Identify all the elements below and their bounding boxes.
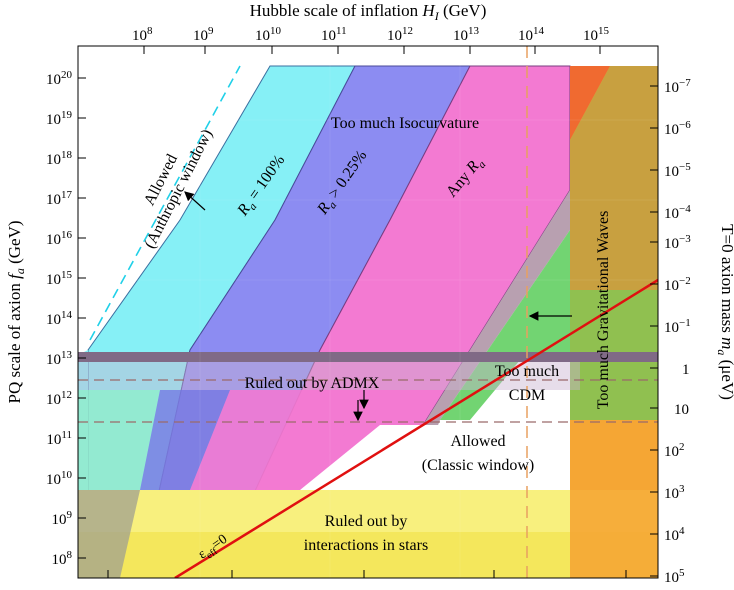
right-tick-m1: 10−1 bbox=[664, 317, 691, 336]
left-tick-8: 108 bbox=[52, 549, 73, 568]
region-lower-left-blue bbox=[140, 390, 230, 490]
right-tick-1: 10 bbox=[674, 402, 689, 418]
region-lower-left-grey bbox=[78, 490, 140, 578]
top-tick-10: 1010 bbox=[255, 25, 282, 44]
right-tick-5: 105 bbox=[664, 567, 685, 586]
left-tick-18: 1018 bbox=[46, 149, 73, 168]
left-tick-20: 1020 bbox=[46, 69, 73, 88]
left-tick-labels: 1020 1019 1018 1017 1016 1015 1014 1013 … bbox=[46, 69, 73, 568]
left-tick-11: 1011 bbox=[46, 429, 72, 448]
mesh-lines bbox=[78, 46, 658, 578]
left-tick-15: 1015 bbox=[46, 269, 73, 288]
top-tick-9: 109 bbox=[193, 25, 214, 44]
x-axis-title: Hubble scale of inflation HI (GeV) bbox=[250, 1, 487, 23]
top-tick-14: 1014 bbox=[518, 25, 545, 44]
top-tick-11: 1011 bbox=[321, 25, 347, 44]
label-isocurvature: Too much Isocurvature bbox=[331, 115, 479, 132]
left-tick-16: 1016 bbox=[46, 229, 73, 248]
tick-marks bbox=[78, 46, 658, 578]
region-stars-lower bbox=[78, 532, 658, 578]
label-cdm-line1: Too much bbox=[495, 363, 559, 380]
anthropic-dashed-line bbox=[89, 65, 241, 341]
label-admx: Ruled out by ADMX bbox=[245, 375, 380, 392]
label-classic-line2: (Classic window) bbox=[422, 457, 534, 474]
right-tick-m3: 10−3 bbox=[664, 233, 691, 252]
arrow-anthropic bbox=[184, 191, 206, 211]
right-tick-0: 1 bbox=[682, 362, 690, 378]
label-stars-line1: Ruled out by bbox=[325, 513, 408, 530]
plot-frame bbox=[77, 45, 659, 579]
region-admx bbox=[78, 352, 658, 362]
left-tick-12: 1012 bbox=[46, 389, 72, 408]
region-lower-left-pink bbox=[190, 390, 380, 490]
top-tick-13: 1013 bbox=[453, 25, 480, 44]
label-classic-line1: Allowed bbox=[450, 433, 505, 450]
left-tick-17: 1017 bbox=[46, 189, 73, 208]
left-tick-19: 1019 bbox=[46, 109, 73, 128]
right-tick-labels: 10−7 10−6 10−5 10−4 10−3 10−2 10−1 1 10 … bbox=[664, 77, 691, 586]
y-axis-title: PQ scale of axion fa (GeV) bbox=[5, 220, 27, 403]
left-tick-10: 1010 bbox=[46, 469, 73, 488]
plot-regions bbox=[78, 46, 658, 578]
top-tick-8: 108 bbox=[132, 25, 153, 44]
region-classic-window bbox=[300, 425, 570, 490]
region-orange-bottom bbox=[570, 425, 658, 578]
label-grav-waves: Too much Gravitational Waves bbox=[595, 211, 612, 410]
top-tick-15: 1015 bbox=[583, 25, 610, 44]
right-tick-m2: 10−2 bbox=[664, 275, 691, 294]
right-tick-m6: 10−6 bbox=[664, 119, 691, 138]
right-tick-3: 103 bbox=[664, 483, 685, 502]
label-stars-line2: interactions in stars bbox=[304, 537, 428, 554]
left-tick-9: 109 bbox=[52, 509, 73, 528]
top-tick-labels: 108 109 1010 1011 1012 1013 1014 1015 bbox=[132, 25, 610, 44]
eps-eff-line bbox=[174, 278, 658, 578]
left-tick-13: 1013 bbox=[46, 349, 73, 368]
region-cdm bbox=[440, 230, 570, 420]
right-tick-4: 104 bbox=[664, 525, 685, 544]
top-tick-12: 1012 bbox=[387, 25, 413, 44]
region-grav-olive bbox=[570, 66, 658, 350]
right-tick-2: 102 bbox=[664, 441, 685, 460]
region-admx-shadow bbox=[78, 362, 580, 390]
y2-axis-title: T=0 axion mass ma (μeV) bbox=[715, 224, 734, 400]
right-tick-m7: 10−7 bbox=[664, 77, 691, 96]
left-tick-14: 1014 bbox=[46, 309, 73, 328]
right-tick-m4: 10−4 bbox=[664, 203, 691, 222]
right-tick-m5: 10−5 bbox=[664, 161, 691, 180]
region-lower-left-cyan bbox=[78, 390, 160, 490]
label-cdm-line2: CDM bbox=[509, 387, 545, 404]
